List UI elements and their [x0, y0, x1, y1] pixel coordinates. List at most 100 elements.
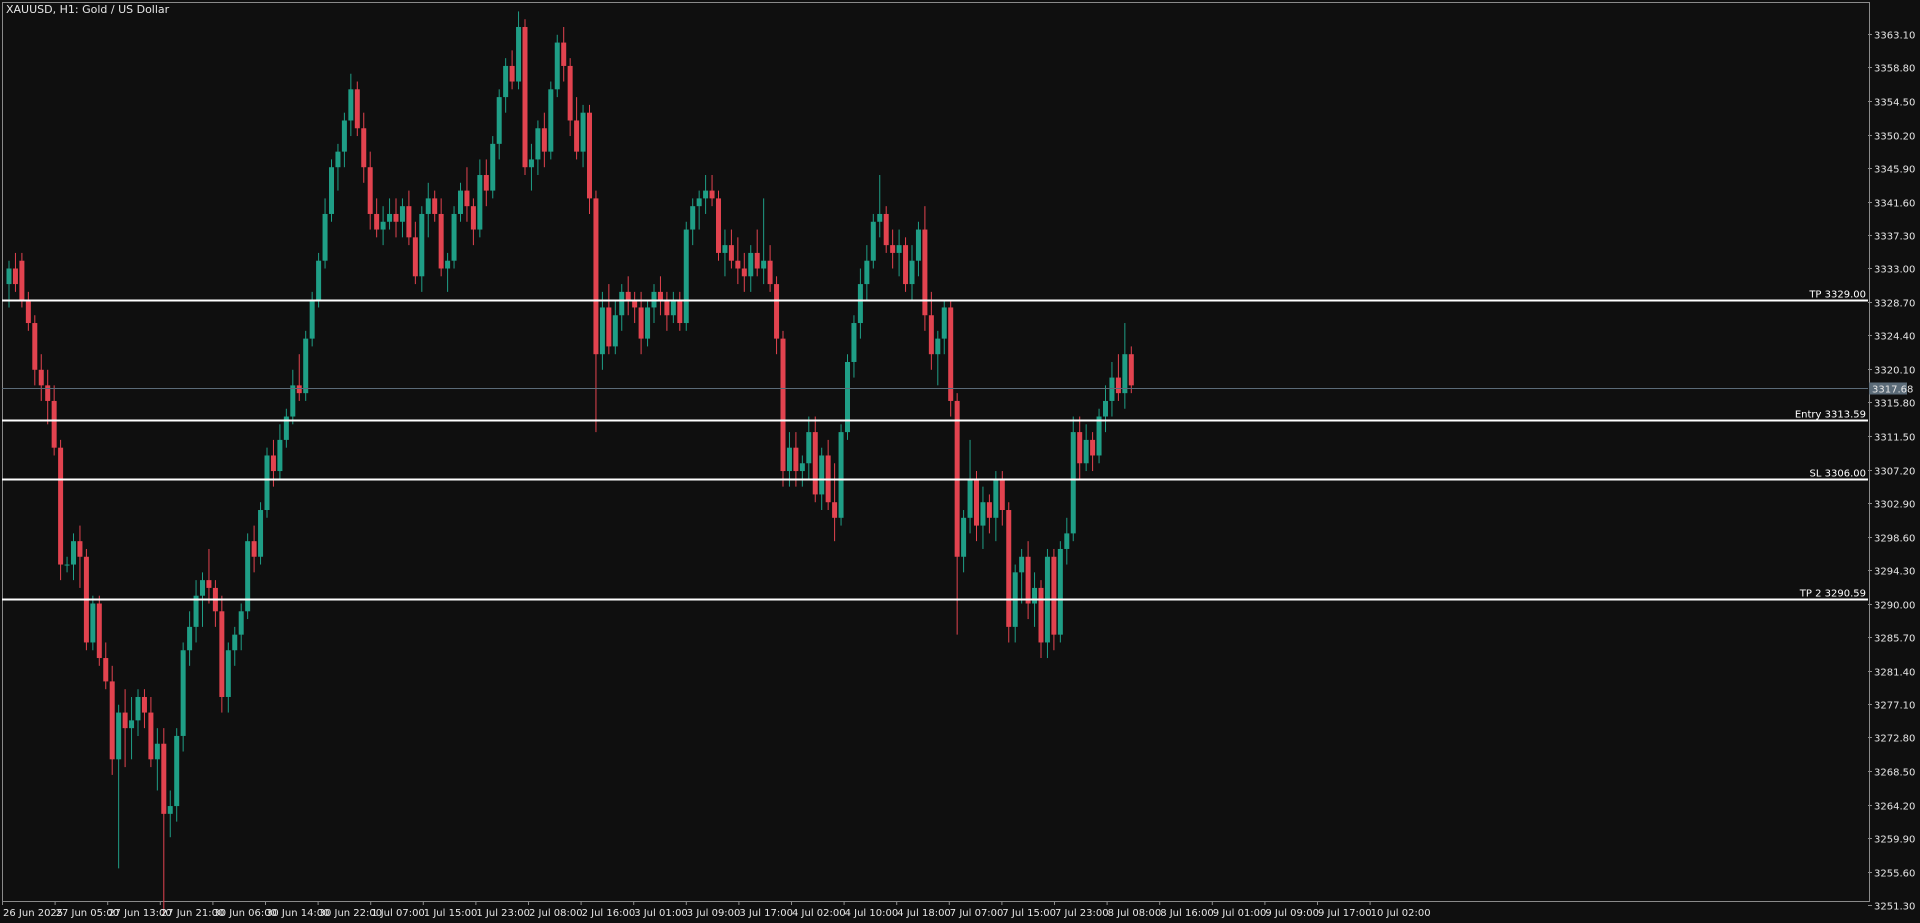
candle — [206, 548, 212, 604]
candle — [38, 354, 44, 401]
candle-body — [541, 128, 547, 152]
candle — [290, 369, 296, 425]
time-tick-label: 27 Jun 13:00 — [108, 908, 172, 919]
candle-body — [812, 432, 818, 495]
candle — [412, 221, 418, 285]
candle — [445, 252, 451, 292]
candle — [1083, 424, 1089, 472]
candle — [722, 229, 728, 277]
candle-body — [793, 447, 799, 472]
price-tick-label: 3363.10 — [1874, 31, 1915, 42]
candle — [432, 190, 438, 222]
candle-body — [696, 198, 702, 207]
candle-body — [1103, 400, 1108, 417]
candle-body — [335, 151, 341, 168]
price-tick-label: 3328.70 — [1874, 299, 1915, 310]
candle-body — [329, 167, 334, 214]
candle-body — [754, 252, 760, 269]
candle — [535, 120, 541, 176]
time-tick-label: 30 Jun 14:00 — [266, 908, 330, 919]
candle-body — [32, 323, 38, 370]
candle — [316, 252, 322, 308]
candle — [1122, 323, 1128, 409]
candle — [219, 595, 225, 713]
candle-body — [45, 385, 51, 401]
candle-body — [406, 206, 412, 238]
candle — [148, 696, 154, 768]
candle-body — [703, 190, 709, 199]
candle — [703, 175, 709, 214]
candle-body — [458, 190, 463, 214]
candle-body — [148, 712, 154, 760]
candle — [767, 245, 773, 292]
candle-body — [509, 65, 515, 82]
time-tick-label: 3 Jul 09:00 — [687, 908, 741, 919]
candle — [141, 689, 147, 729]
time-tick-label: 4 Jul 10:00 — [845, 908, 899, 919]
candle-body — [25, 299, 31, 324]
candle-body — [116, 712, 122, 760]
candle — [593, 190, 599, 433]
candle — [516, 11, 522, 90]
candle-body — [180, 650, 186, 736]
time-tick-label: 9 Jul 01:00 — [1213, 908, 1267, 919]
candle — [774, 276, 780, 355]
price-tick-label: 3320.10 — [1874, 366, 1915, 377]
time-tick-label: 7 Jul 15:00 — [1002, 908, 1056, 919]
candle — [96, 595, 102, 666]
candle-body — [548, 89, 554, 152]
candle — [599, 291, 605, 370]
symbol-title: XAUUSD, H1: Gold / US Dollar — [6, 3, 170, 16]
candle — [116, 704, 122, 869]
candle — [851, 315, 857, 378]
candle-body — [374, 213, 380, 230]
candle-body — [761, 260, 767, 269]
candle-body — [638, 307, 644, 339]
candle-body — [1109, 377, 1115, 401]
candle — [748, 245, 754, 292]
price-tick-label: 3255.60 — [1874, 869, 1915, 880]
candle-body — [645, 307, 651, 339]
candle-body — [1070, 432, 1076, 534]
candle — [238, 603, 244, 651]
candle-body — [890, 245, 896, 253]
candle — [1057, 541, 1063, 643]
candle — [806, 416, 812, 479]
price-tick-label: 3311.50 — [1874, 433, 1915, 444]
candle-body — [845, 361, 850, 433]
candle-body — [445, 260, 451, 269]
candle-body — [806, 432, 812, 464]
candle-body — [90, 603, 96, 643]
candle-body — [690, 206, 696, 230]
candle — [625, 276, 631, 316]
candle-body — [470, 206, 476, 230]
candle-body — [664, 299, 670, 316]
price-tick-label: 3307.20 — [1874, 467, 1915, 478]
level-label: TP 2 3290.59 — [1799, 589, 1866, 600]
candle-body — [251, 541, 257, 557]
candle — [780, 330, 786, 487]
candle — [1064, 517, 1070, 565]
candle-body — [277, 439, 283, 472]
candle-body — [425, 198, 431, 214]
time-tick-label: 1 Jul 07:00 — [371, 908, 425, 919]
candle — [612, 299, 618, 355]
level-label: Entry 3313.59 — [1795, 410, 1866, 421]
candle-body — [187, 626, 193, 651]
candle-body — [19, 260, 25, 300]
candle-body — [1006, 510, 1012, 627]
candle — [1038, 580, 1044, 659]
candle-body — [483, 175, 489, 191]
candle-body — [1096, 416, 1102, 456]
candle — [896, 229, 902, 277]
price-tick-label: 3298.60 — [1874, 534, 1915, 545]
candle — [374, 198, 380, 238]
candle-body — [986, 502, 992, 518]
current-price-tag — [1869, 382, 1907, 395]
current-price-group: 3317.68 — [2, 382, 1913, 396]
candle-body — [716, 198, 721, 253]
candle — [657, 276, 663, 316]
time-tick-label: 8 Jul 08:00 — [1108, 908, 1162, 919]
candle — [458, 182, 463, 222]
